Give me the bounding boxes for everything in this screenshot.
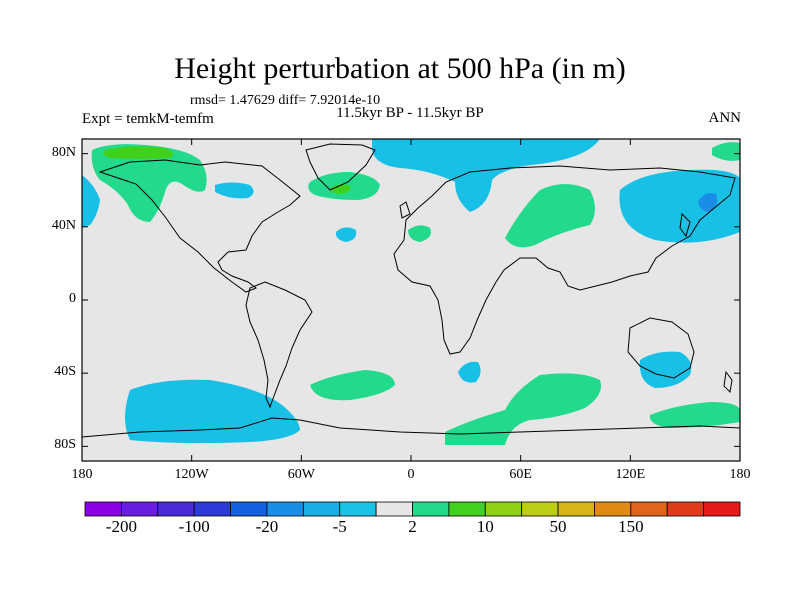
figure-title: Height perturbation at 500 hPa (in m): [174, 52, 626, 85]
positive-region-europe: [408, 225, 431, 242]
colorbar-swatch: [630, 501, 668, 517]
coastline-new-zealand: [723, 370, 733, 394]
lon-tick-label: 60E: [509, 467, 532, 482]
colorbar-swatch: [120, 501, 159, 517]
positive-region-arctic-east: [712, 142, 740, 161]
lat-tick-label: 40S: [54, 364, 76, 380]
colorbar-tick-label: -100: [178, 517, 210, 536]
colorbar-swatch: [666, 501, 705, 517]
coastline-australia: [627, 317, 695, 379]
colorbar-tick-label: 2: [408, 517, 417, 536]
lon-tick-label: 120E: [615, 467, 646, 482]
coastline-greenland: [305, 143, 376, 191]
coastline-uk: [399, 201, 411, 219]
colorbar-tick-label: -200: [105, 517, 137, 536]
coastline-north-america: [98, 159, 301, 293]
negative-region-northeast-asia-strong: [698, 193, 718, 212]
colorbar-tick-label: 150: [618, 517, 644, 536]
colorbar-swatch: [266, 501, 304, 517]
coastline-antarctica: [82, 417, 740, 438]
positive-region-south-atlantic: [310, 370, 395, 401]
lat-tick-label: 40N: [51, 217, 76, 233]
coastlines: [82, 143, 740, 438]
lon-tick-label: 180: [71, 467, 93, 482]
negative-region-atlantic-small: [335, 227, 357, 242]
colorbar-swatch: [84, 501, 122, 517]
negative-region-arctic-atlantic: [372, 139, 600, 212]
season-label: ANN: [708, 110, 742, 126]
negative-region-south-pacific: [125, 379, 300, 444]
coastline-south-america: [245, 281, 313, 409]
axis-ticks: [81, 139, 741, 461]
colorbar-swatch: [339, 501, 377, 517]
positive-region-greenland-strong: [330, 184, 351, 194]
colorbar: [84, 501, 741, 517]
statistics-line: rmsd= 1.47629 diff= 7.92014e-10: [190, 93, 381, 108]
negative-region-hudson: [215, 182, 254, 199]
colorbar-swatch: [302, 501, 341, 517]
lat-tick-label: 80S: [54, 437, 76, 453]
colorbar-swatch: [703, 501, 741, 517]
experiment-label: Expt = temkM-temfm: [82, 111, 214, 127]
colorbar-swatch: [193, 501, 231, 517]
positive-region-alaska-strong: [103, 146, 174, 159]
colorbar-swatch: [157, 501, 195, 517]
colorbar-swatch: [521, 501, 559, 517]
negative-region-northwest-america: [82, 175, 100, 228]
positive-region-indian-southern: [445, 373, 601, 445]
colorbar-swatch: [594, 501, 632, 517]
colorbar-swatch: [375, 501, 413, 517]
coastline-japan: [679, 212, 691, 238]
positive-region-alaska-canada: [91, 144, 207, 222]
lon-tick-label: 60W: [287, 467, 315, 482]
positive-region-southeast-pacific: [649, 402, 740, 428]
colorbar-tick-label: -5: [332, 517, 347, 536]
lat-tick-label: 0: [69, 291, 76, 306]
colorbar-swatch: [230, 501, 268, 517]
colorbar-swatch: [484, 501, 523, 517]
lat-ticks: [82, 153, 740, 447]
colorbar-swatch: [557, 501, 595, 517]
anomaly-fields: [82, 139, 740, 445]
colorbar-swatch: [412, 501, 450, 517]
lat-tick-label: 80N: [51, 144, 76, 160]
colorbar-tick-label: -20: [255, 517, 279, 536]
positive-region-central-asia: [505, 184, 595, 248]
lon-ticks: [81, 139, 741, 461]
period-label: 11.5kyr BP - 11.5kyr BP: [336, 105, 484, 121]
lon-tick-label: 180: [729, 467, 751, 482]
negative-region-south-atlantic-small: [458, 361, 481, 383]
colorbar-tick-label: 50: [549, 517, 567, 536]
negative-region-australia: [639, 351, 692, 388]
negative-region-northeast-asia: [619, 169, 740, 243]
colorbar-swatch: [448, 501, 486, 517]
lon-tick-label: 120W: [174, 467, 209, 482]
coastline-eurasia-africa: [393, 165, 736, 355]
lon-tick-label: 0: [407, 467, 415, 482]
colorbar-tick-label: 10: [476, 517, 494, 536]
